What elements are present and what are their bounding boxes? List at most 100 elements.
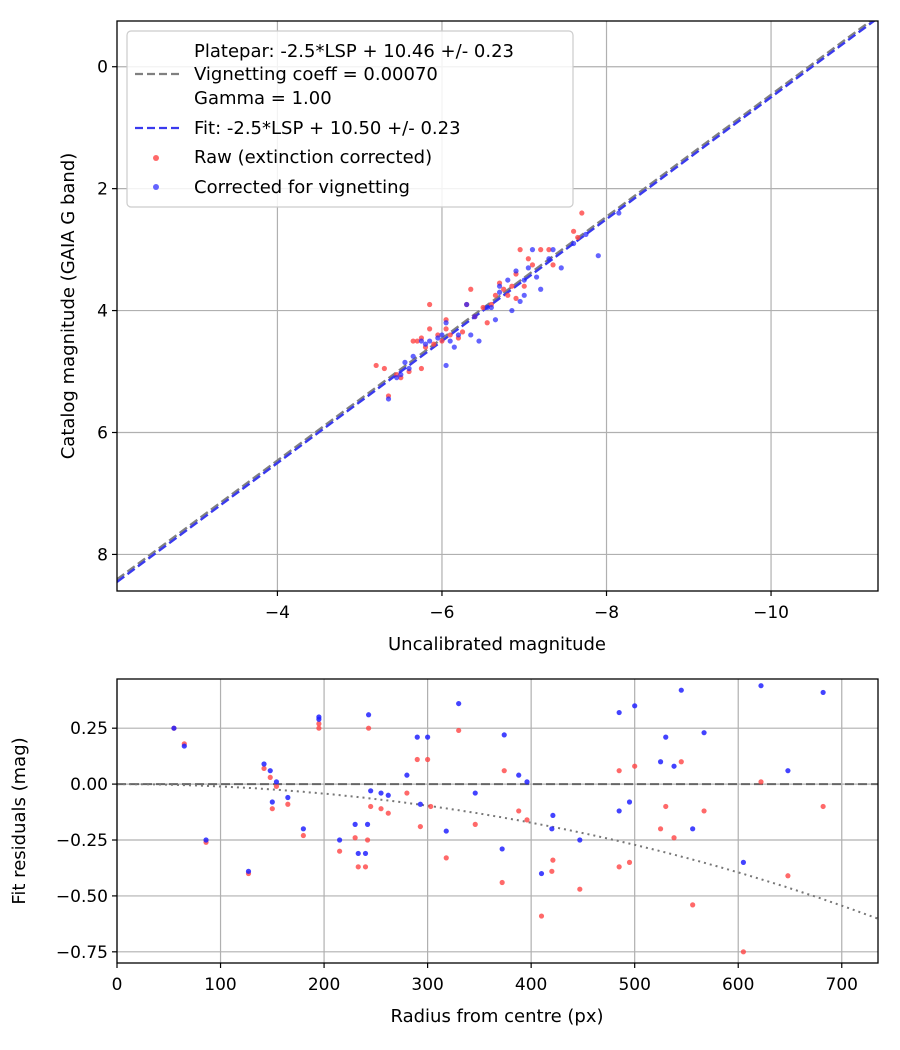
corrected-residual-point [690, 826, 696, 832]
raw-residual-point [632, 763, 638, 769]
corrected-residual-point [364, 821, 371, 827]
calibration-y-label: Catalog magnitude (GAIA G band) [58, 153, 79, 460]
raw-residual-point [267, 774, 273, 780]
raw-point [521, 283, 527, 289]
corrected-residual-point [524, 779, 530, 785]
corrected-point [616, 210, 622, 216]
corrected-point [427, 338, 433, 344]
corrected-residual-point [577, 837, 583, 843]
corrected-residual-point [616, 808, 622, 814]
raw-point [381, 365, 387, 372]
corrected-residual-point [365, 712, 372, 718]
raw-residual-point [701, 808, 707, 814]
y-tick-label: 6 [97, 423, 108, 443]
raw-point [513, 295, 519, 301]
raw-point [418, 365, 424, 372]
y-tick-label: 2 [97, 180, 108, 200]
raw-point [509, 283, 515, 289]
raw-point [505, 292, 511, 298]
legend-fit-label: Fit: -2.5*LSP + 10.50 +/- 0.23 [194, 118, 461, 139]
corrected-point [468, 332, 474, 338]
raw-point [575, 234, 581, 241]
corrected-point [418, 338, 424, 344]
raw-residual-point [355, 864, 361, 870]
corrected-point [455, 332, 462, 338]
raw-point [501, 286, 507, 292]
raw-residual-point [663, 803, 669, 810]
residuals-y-label: Fit residuals (mag) [9, 737, 30, 904]
corrected-point [558, 265, 564, 271]
y-tick-label: 0.25 [70, 719, 108, 739]
raw-residual-point [499, 879, 505, 886]
x-tick-label: 300 [411, 975, 443, 995]
raw-point [579, 210, 585, 216]
legend-platepar-line-1: Platepar: -2.5*LSP + 10.46 +/- 0.23 [194, 41, 514, 62]
raw-residual-point [316, 725, 322, 731]
raw-point [431, 341, 437, 347]
raw-residual-point [425, 756, 431, 763]
raw-residual-point [501, 768, 507, 774]
raw-point [414, 338, 420, 344]
legend-platepar-line-2: Vignetting coeff = 0.00070 [194, 64, 438, 85]
raw-residual-point [577, 886, 583, 892]
corrected-residual-point [758, 683, 764, 689]
corrected-point [571, 240, 577, 247]
platepar-line [117, 21, 873, 581]
raw-point [427, 326, 433, 332]
raw-residual-point [472, 821, 478, 827]
residuals-lines [117, 783, 878, 920]
vignetting-curve [117, 783, 878, 920]
calibration-plot-frame [116, 20, 879, 592]
corrected-residual-point [820, 689, 826, 696]
corrected-residual-point [740, 859, 747, 865]
corrected-point [546, 256, 552, 262]
raw-residual-point [385, 810, 391, 816]
y-tick-label: −0.75 [56, 943, 108, 963]
raw-residual-point [378, 806, 384, 812]
corrected-residual-point [678, 687, 684, 693]
corrected-point [385, 396, 392, 402]
raw-point [525, 256, 531, 262]
corrected-point [476, 338, 482, 344]
calibration-fit-lines [117, 21, 876, 583]
corrected-point [550, 247, 556, 253]
raw-residual-point [352, 835, 358, 841]
calibration-x-label: Uncalibrated magnitude [388, 634, 606, 655]
residuals-x-label: Radius from centre (px) [390, 1006, 603, 1027]
raw-point [484, 320, 490, 326]
raw-residual-point [261, 765, 267, 772]
raw-residual-point [273, 783, 280, 789]
raw-residual-point [364, 837, 371, 843]
corrected-point [583, 231, 589, 237]
raw-residual-point [300, 832, 306, 839]
raw-point [373, 362, 379, 369]
raw-residual-point [758, 779, 764, 785]
raw-residual-point [417, 823, 423, 830]
corrected-residual-point [626, 799, 633, 805]
legend-corrected-marker [153, 184, 159, 190]
legend-raw-label: Raw (extinction corrected) [194, 147, 432, 168]
residuals-plot: 0 100 200 300 400 500 600 700 0.25 0.00 −0.25 −0.50… [9, 678, 879, 1027]
corrected-residual-point [550, 812, 556, 819]
corrected-residual-point [456, 700, 462, 707]
y-tick-label: 0 [97, 58, 108, 78]
raw-point [517, 247, 523, 253]
corrected-residual-point [671, 763, 677, 769]
corrected-residual-point [538, 870, 545, 877]
raw-residual-point [285, 801, 291, 807]
corrected-point [533, 274, 540, 280]
calibration-points [373, 210, 622, 402]
x-tick-label: 600 [722, 975, 754, 995]
corrected-point [464, 301, 470, 308]
x-tick-label: −10 [753, 603, 789, 623]
corrected-residual-point [616, 709, 622, 716]
corrected-point [447, 338, 453, 344]
y-tick-label: −0.25 [56, 831, 108, 851]
corrected-point [513, 268, 519, 274]
legend: Platepar: -2.5*LSP + 10.46 +/- 0.23 Vign… [126, 30, 574, 208]
raw-residual-point [678, 759, 684, 765]
corrected-point [496, 289, 503, 295]
raw-residual-point [365, 725, 372, 731]
corrected-point [517, 298, 523, 305]
corrected-point [496, 283, 503, 289]
